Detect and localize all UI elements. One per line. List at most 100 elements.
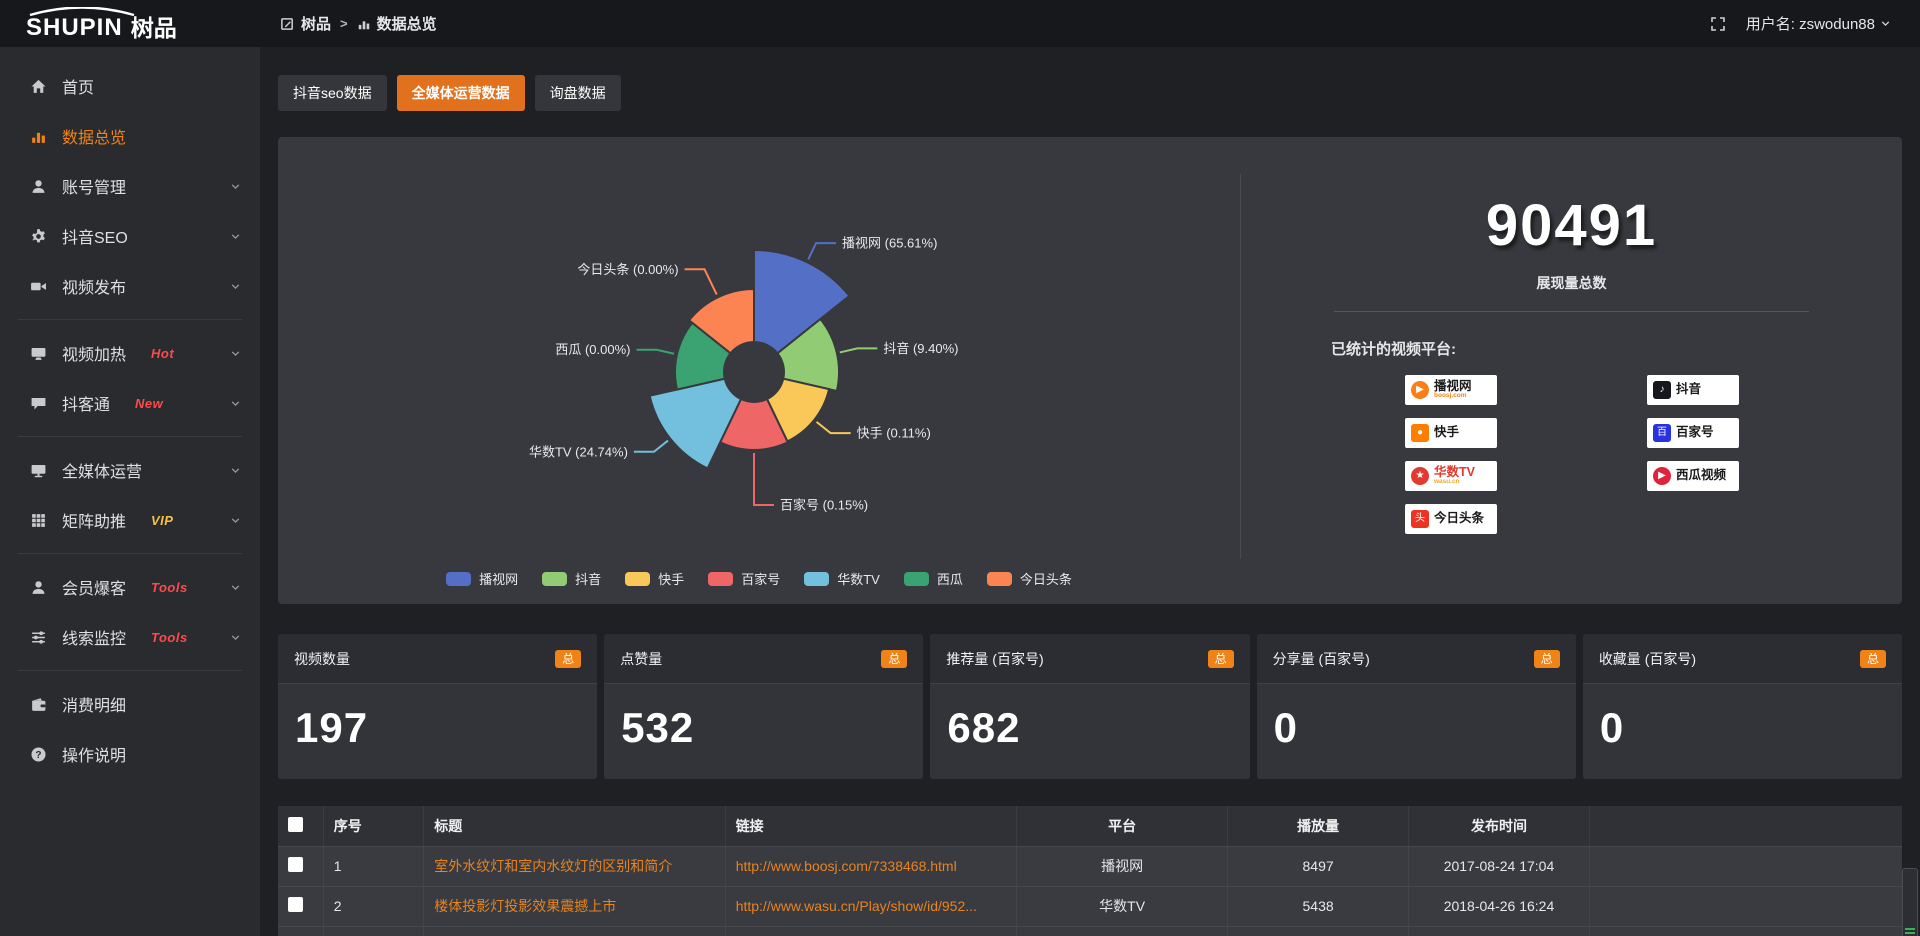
platform-chip-kuaishou: ● 快手 [1405,418,1497,448]
legend-item-抖音[interactable]: 抖音 [542,569,601,588]
legend-swatch [708,571,734,586]
legend-swatch [542,571,568,586]
stat-card-title: 推荐量 (百家号) [946,650,1044,667]
cell-title-link[interactable]: 楼体投影灯投影效果震撼上市 [423,886,726,927]
table-header-1: 序号 [323,806,425,847]
legend-swatch [625,571,651,586]
cell-plays: 8497 [1227,846,1410,887]
chart-legend: 播视网 抖音 快手 百家号 华数TV 西瓜 今日头条 [278,569,1240,588]
legend-item-西瓜[interactable]: 西瓜 [903,569,963,588]
sidebar-item-home[interactable]: 首页 [0,61,260,111]
legend-item-今日头条[interactable]: 今日头条 [986,569,1072,588]
sidebar-item-data-overview[interactable]: 数据总览 [0,111,260,161]
pie-slice-今日头条[interactable] [687,287,755,355]
sidebar-item-operation-guide[interactable]: ? 操作说明 [0,729,260,779]
pie-slice-播视网[interactable] [753,248,851,355]
platform-chip-sublabel: boosj.com [1434,392,1467,400]
douyin-logo-icon: ♪ [1653,381,1671,399]
sidebar-divider [18,319,242,320]
select-all-checkbox[interactable] [288,816,303,832]
breadcrumb: 树品 > 数据总览 [280,13,437,34]
legend-item-华数TV[interactable]: 华数TV [804,569,880,588]
sidebar-item-douyin-seo[interactable]: 抖音SEO [0,211,260,261]
stat-card-recommend-count: 推荐量 (百家号) 总 682 [930,634,1250,779]
stat-card-title: 收藏量 (百家号) [1598,650,1697,667]
legend-item-播视网[interactable]: 播视网 [446,569,518,588]
pie-slice-抖音[interactable] [776,317,840,393]
total-impressions-value: 90491 [1485,193,1658,258]
cell-url-link[interactable]: http://www.boosj.com/7338468.html [725,846,1018,887]
sidebar-item-label: 抖音SEO [62,230,128,247]
overview-panel: 播视网 (65.61%) 抖音 (9.40%) 快手 (0.11%) 百家号 (0.1… [278,137,1902,604]
tab-all-media-data[interactable]: 全媒体运营数据 [396,75,525,111]
sidebar-badge-hot: Hot [151,345,175,361]
pie-slice-华数TV[interactable] [648,377,743,470]
platform-chip-label: 今日头条 [1434,511,1485,526]
sidebar-item-label: 操作说明 [62,748,127,765]
legend-item-百家号[interactable]: 百家号 [708,569,780,588]
video-table: 序号 标题 链接 平台 播放量 发布时间 1 室外水纹灯和室内水纹灯的区别和简介 http… [278,806,1902,936]
cell-empty [1589,926,1902,936]
sidebar-item-label: 视频加热 [62,347,127,364]
sidebar-item-label: 会员爆客 [62,581,127,598]
cell-url-link[interactable]: http://www.wasu.cn/Play/show/id/952... [725,886,1018,927]
user-menu[interactable]: 用户名: zswodun88 [1746,13,1892,34]
wallet-icon [30,696,47,713]
sidebar: 首页 数据总览 账号管理 抖音SEO 视频发布 视频加热 Hot 抖客通 New 全… [0,47,260,936]
stat-card-value: 0 [1273,704,1298,751]
sidebar-item-label: 全媒体运营 [62,464,143,481]
platform-chip-boosj: ▶ 播视网 boosj.com [1405,375,1497,405]
breadcrumb-item-data-overview[interactable]: 数据总览 [357,13,437,34]
cell-url-link[interactable] [725,926,1018,936]
sidebar-item-video-publish[interactable]: 视频发布 [0,261,260,311]
legend-label: 抖音 [575,572,602,587]
row-checkbox[interactable] [288,897,303,912]
pie-label-西瓜: 西瓜 (0.00%) [555,342,630,357]
sidebar-item-clue-monitor[interactable]: 线索监控 Tools [0,612,260,662]
logo-text-cn: 树品 [130,14,177,41]
platform-chip-baijiahao: 百 百家号 [1647,418,1739,448]
legend-swatch [804,571,830,586]
sidebar-item-consumption-detail[interactable]: 消费明细 [0,679,260,729]
cell-platform: 播视网 [1016,846,1229,887]
pie-label-line [633,439,669,453]
sidebar-item-member-leads[interactable]: 会员爆客 Tools [0,562,260,612]
breadcrumb-item-shupin[interactable]: 树品 [280,13,331,34]
sidebar-item-label: 矩阵助推 [62,514,127,531]
grid-icon [30,512,47,529]
cell-title-link[interactable] [423,926,726,936]
platform-share-rose-chart: 播视网 (65.61%) 抖音 (9.40%) 快手 (0.11%) 百家号 (0.1… [529,236,959,513]
table-row-partial [278,926,1902,936]
tab-inquiry-data[interactable]: 询盘数据 [534,75,621,111]
platform-chips: ▶ 播视网 boosj.com ♪ 抖音 ● 快手 百 百家号 ★ 华数TV wasu.cn… [1405,375,1902,534]
sidebar-item-account-management[interactable]: 账号管理 [0,161,260,211]
top-bar: SHUPIN 树品 树品 > 数据总览 用户名: zswodun88 [0,0,1920,47]
sidebar-item-all-media-operation[interactable]: 全媒体运营 [0,445,260,495]
stat-cards: 视频数量 总 197 点赞量 总 532 推荐量 (百家号) 总 682 分享量… [278,634,1903,779]
fullscreen-icon[interactable] [1710,16,1726,32]
pie-slice-百家号[interactable] [718,397,790,451]
floating-widget[interactable] [1902,868,1918,936]
row-checkbox[interactable] [288,857,303,872]
tab-douyin-seo-data[interactable]: 抖音seo数据 [278,75,387,111]
sidebar-item-douketong[interactable]: 抖客通 New [0,378,260,428]
pie-label-line [815,421,851,435]
pie-slice-西瓜[interactable] [674,321,732,391]
stat-card-share-count: 分享量 (百家号) 总 0 [1256,634,1576,779]
pie-slice-快手[interactable] [765,377,831,443]
chevron-down-icon [229,180,242,193]
sidebar-divider [18,436,242,437]
cell-title-link[interactable]: 室外水纹灯和室内水纹灯的区别和简介 [423,846,726,887]
cell-platform [1016,926,1229,936]
sidebar-item-label: 消费明细 [62,698,127,715]
toutiao-logo-icon: 头 [1411,510,1429,528]
pie-label-line [684,268,718,295]
user-icon [30,579,47,596]
app-logo[interactable]: SHUPIN 树品 [0,6,260,41]
sidebar-item-video-heating[interactable]: 视频加热 Hot [0,328,260,378]
username-label: 用户名: zswodun88 [1745,16,1875,33]
pie-label-line [753,453,774,506]
sidebar-item-matrix-boost[interactable]: 矩阵助推 VIP [0,495,260,545]
legend-item-快手[interactable]: 快手 [625,569,684,588]
pie-label-line [807,242,837,260]
